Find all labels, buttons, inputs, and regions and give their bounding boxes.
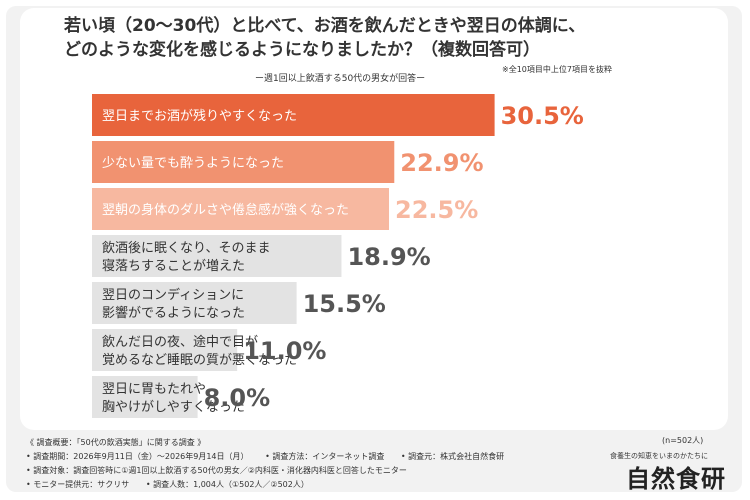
bar-label-4-line-1: 飲酒後に眠くなり、そのまま [102, 240, 270, 256]
bar-6 [92, 329, 238, 371]
bar-label-2-line-1: 少ない量でも酔うようになった [102, 156, 284, 171]
survey-footer: 《 調査概要：「50代の飲酒実態」に関する調査 》 • 調査期間：2026年9月… [26, 436, 546, 492]
bar-label-1-line-1: 翌日までお酒が残りやすくなった [102, 109, 297, 124]
value-label-6: 11.0% [243, 337, 326, 365]
footer-row-1: • 調査期間：2026年9月11日（金）〜2026年9月14日（月） • 調査方… [26, 450, 546, 464]
bar-label-5-line-1: 翌日のコンディションに [102, 287, 244, 303]
footer-target: • 調査対象：調査回答時に①週1回以上飲酒する50代の男女／②内科医・消化器内科… [26, 466, 407, 475]
bar-2 [92, 141, 395, 183]
footer-provider: • モニター提供元：サクリサ [26, 480, 130, 489]
chart-note: ※全10項目中上位7項目を抜粋 [502, 65, 612, 74]
sample-size: (n=502人) [662, 436, 704, 445]
bar-5 [92, 282, 297, 324]
chart-subtitle: ー週1回以上飲酒する50代の男女が回答ー [255, 74, 426, 84]
bar-label-6-line-2: 覚めるなど睡眠の質が悪くなった [102, 353, 297, 368]
bar-label-6-line-1: 飲んだ日の夜、途中で目が [102, 334, 258, 350]
value-label-4: 18.9% [347, 243, 430, 271]
value-label-3: 22.5% [395, 196, 478, 224]
bar-label-7-line-1: 翌日に胃もたれや [102, 382, 206, 397]
page-title: 若い頃（20〜30代）と比べて、お酒を飲んだときや翌日の体調に、 どのような変化… [64, 14, 704, 62]
bar-1 [92, 94, 495, 136]
brand-logo: 自然食研 [626, 465, 726, 493]
bar-label-7-line-2: 胸やけがしやすくなった [102, 400, 245, 415]
footer-method: • 調査方法：インターネット調査 [265, 452, 385, 461]
value-label-2: 22.9% [400, 149, 483, 177]
footer-period: • 調査期間：2026年9月11日（金）〜2026年9月14日（月） [26, 452, 249, 461]
brand-tagline: 食養生の知恵をいまのかたちに [610, 452, 708, 460]
title-line-1: 若い頃（20〜30代）と比べて、お酒を飲んだときや翌日の体調に、 [64, 16, 586, 36]
value-label-7: 8.0% [204, 384, 271, 412]
value-label-1: 30.5% [501, 102, 584, 130]
bar-4 [92, 235, 342, 277]
bar-label-4-line-2: 寝落ちすることが増えた [102, 258, 245, 274]
footer-source: • 調査元：株式会社自然食研 [400, 452, 505, 461]
value-label-5: 15.5% [303, 290, 386, 318]
footer-row-3: • モニター提供元：サクリサ • 調査人数：1,004人（①502人／②502人… [26, 478, 546, 492]
bar-3 [92, 188, 389, 230]
footer-count: • 調査人数：1,004人（①502人／②502人） [145, 480, 309, 489]
bar-label-5-line-2: 影響がでるようになった [102, 305, 245, 321]
bar-7 [92, 376, 198, 418]
bar-label-3-line-1: 翌朝の身体のダルさや倦怠感が強くなった [102, 202, 349, 218]
footer-overview: 《 調査概要：「50代の飲酒実態」に関する調査 》 [26, 438, 206, 447]
title-line-2: どのような変化を感じるようになりましたか？（複数回答可） [64, 40, 540, 60]
